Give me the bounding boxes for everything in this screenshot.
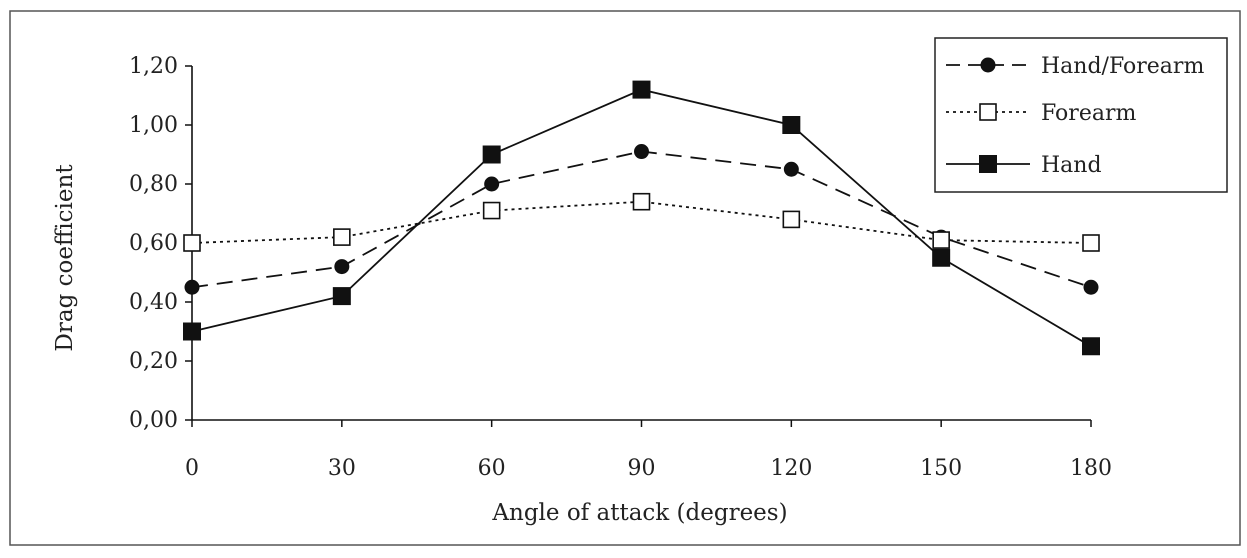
legend-label: Forearm — [1041, 101, 1136, 126]
data-point — [183, 322, 201, 341]
x-tick-label: 180 — [1070, 456, 1112, 481]
data-point — [932, 248, 951, 267]
legend-label: Hand/Forearm — [1041, 54, 1204, 79]
data-point — [482, 201, 501, 220]
legend-label: Hand — [1041, 153, 1102, 178]
legend: Hand/Forearm Forearm Hand — [934, 37, 1228, 193]
data-point — [184, 279, 200, 295]
axes: 0,00 0,20 0,40 0,60 0,80 1,00 1,20 0 30 60 90 120 15… — [129, 54, 1112, 481]
x-tick-label: 90 — [628, 456, 656, 481]
y-tick-label: 0,80 — [129, 172, 178, 197]
y-axis-title: Drag coefficient — [52, 164, 78, 352]
y-tick-label: 0,00 — [129, 408, 178, 433]
data-point — [1083, 279, 1099, 295]
data-point — [782, 116, 801, 134]
legend-marker — [980, 57, 996, 73]
y-tick-label: 1,20 — [129, 54, 178, 79]
y-tick-label: 0,20 — [129, 349, 178, 374]
y-tick-label: 0,60 — [129, 231, 178, 256]
x-tick-label: 150 — [920, 456, 962, 481]
series-2 — [183, 80, 1100, 356]
y-tick-label: 0,40 — [129, 290, 178, 315]
series-layer — [183, 80, 1100, 356]
data-point — [333, 228, 351, 246]
data-point — [482, 145, 501, 164]
data-point — [334, 259, 350, 275]
x-tick-label: 120 — [770, 456, 812, 481]
data-point — [634, 144, 649, 160]
data-point — [632, 80, 651, 99]
data-point — [783, 161, 799, 177]
data-point — [484, 176, 500, 192]
legend-marker — [979, 155, 997, 173]
data-point — [632, 192, 651, 211]
series-1 — [183, 192, 1100, 252]
legend-marker — [979, 103, 997, 121]
x-tick-label: 0 — [185, 456, 199, 481]
data-point — [332, 287, 351, 306]
y-tick-label: 1,00 — [129, 113, 178, 138]
x-tick-label: 30 — [328, 456, 356, 481]
data-point — [183, 234, 201, 252]
x-axis-title: Angle of attack (degrees) — [491, 500, 787, 526]
data-point — [782, 210, 801, 229]
data-point — [932, 231, 950, 249]
x-tick-label: 60 — [478, 456, 506, 481]
data-point — [1082, 234, 1100, 252]
data-point — [1082, 337, 1100, 356]
